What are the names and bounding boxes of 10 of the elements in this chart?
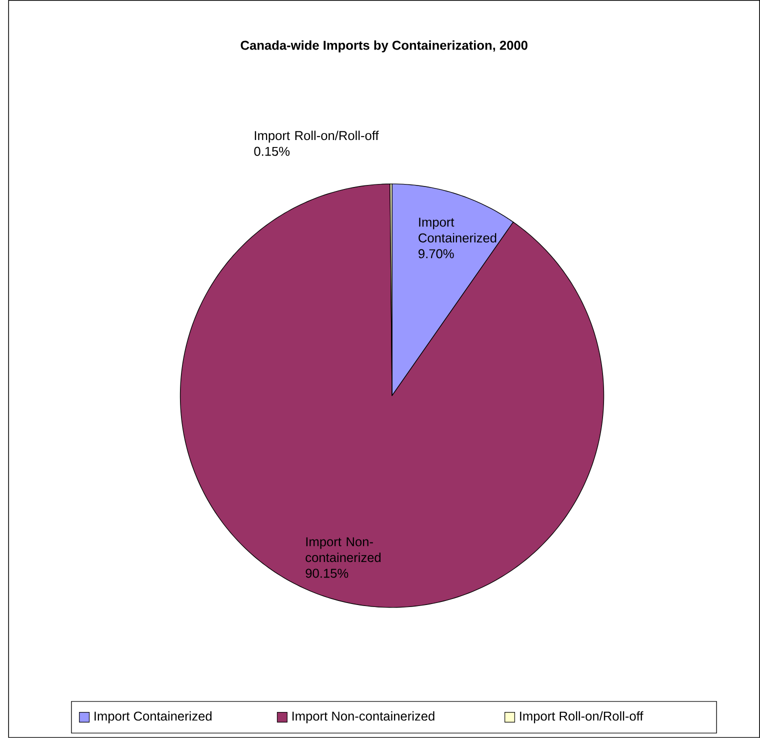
data-label: 9.70% xyxy=(418,249,454,258)
legend-label: Import Roll-on/Roll-off xyxy=(520,711,644,724)
data-label: 90.15% xyxy=(306,568,348,578)
legend-label: Import Containerized xyxy=(94,711,212,724)
slice-label: Import Roll-on/Roll-off xyxy=(254,130,379,143)
chart-title: Canada-wide Imports by Containerization, 2000 xyxy=(240,40,528,52)
slice-label: Import Containerized xyxy=(418,218,496,243)
data-label: 0.15% xyxy=(254,146,290,156)
legend-label: Import Non-containerized xyxy=(292,711,434,724)
slice-label: Import Non-containerized xyxy=(306,537,381,562)
